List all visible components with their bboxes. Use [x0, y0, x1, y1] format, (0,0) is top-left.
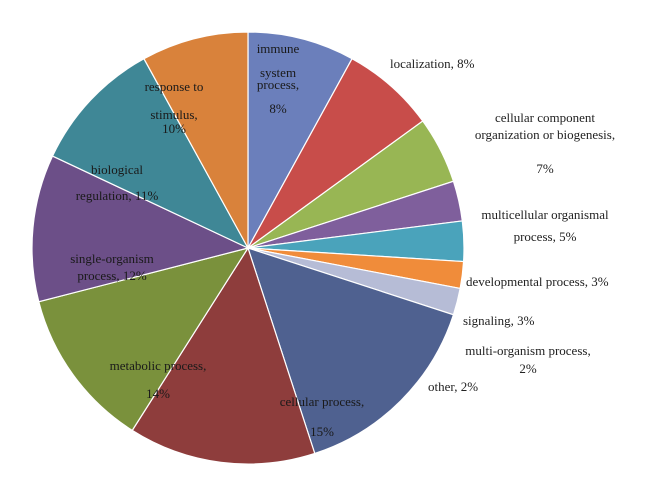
- slice-label: localization, 8%: [390, 56, 475, 71]
- pie-slice: [31, 155, 250, 303]
- slice-label: biological regulation, 11%: [76, 162, 159, 203]
- pie-labels: localization, 8% cellular component organi…: [70, 41, 615, 439]
- pie-slice: [38, 247, 250, 432]
- slice-label: other, 2%: [428, 379, 478, 394]
- slice-label: developmental process, 3%: [466, 274, 609, 289]
- slice-label: multi-organism process, 2%: [465, 343, 590, 376]
- slice-label: signaling, 3%: [463, 313, 535, 328]
- pie-slice: [247, 31, 353, 249]
- slice-label: cellular process, 15%: [280, 394, 364, 439]
- pie-slice: [143, 31, 249, 249]
- slice-label: immune system process, 8%: [257, 41, 300, 116]
- slice-label: response to stimulus, 10%: [145, 79, 204, 136]
- slice-label: cellular component organization or biogen…: [475, 110, 615, 176]
- slice-label: metabolic process, 14%: [110, 358, 207, 401]
- pie-slice: [51, 57, 250, 250]
- slice-label: single-organism process, 12%: [70, 251, 154, 283]
- pie-slices: [31, 31, 465, 465]
- pie-slice: [131, 246, 316, 465]
- pie-slice: [247, 247, 455, 455]
- slice-label: multicellular organismal process, 5%: [481, 207, 609, 244]
